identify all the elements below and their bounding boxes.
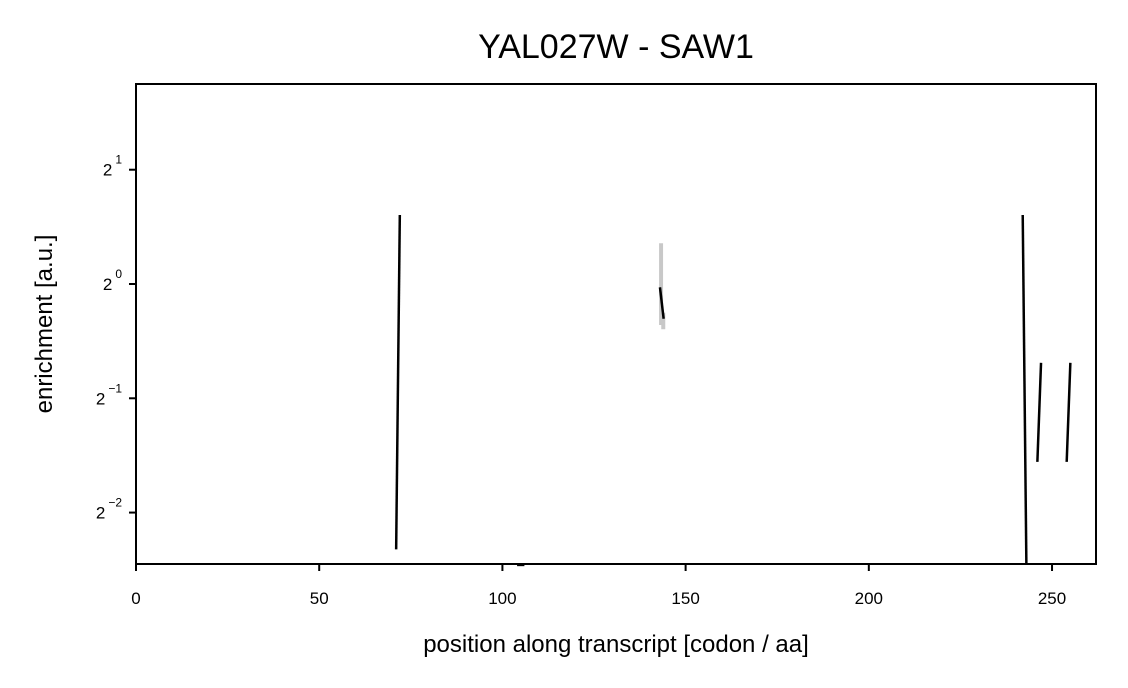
series-segment-0	[394, 214, 402, 550]
y-tick-label: 21	[103, 153, 122, 180]
x-tick-label: 0	[131, 589, 140, 608]
series-segment-4	[1036, 362, 1043, 462]
y-tick-label: 2−2	[96, 496, 122, 523]
plot-area	[135, 83, 1097, 565]
series-segment-2	[658, 287, 665, 319]
x-tick-label: 200	[855, 589, 883, 608]
y-axis-label: enrichment [a.u.]	[31, 235, 58, 414]
series-segment-5	[1065, 362, 1072, 462]
x-tick-label: 250	[1038, 589, 1066, 608]
y-tick-label: 2−1	[96, 381, 122, 408]
y-tick-label: 20	[103, 267, 122, 294]
x-tick-label: 150	[671, 589, 699, 608]
x-axis-ticks: 0 50 100 150 200 250	[131, 564, 1066, 608]
chart-title: YAL027W - SAW1	[478, 28, 754, 66]
data-series-group	[394, 214, 1072, 567]
y-axis-ticks: 21 20 2−1 2−2	[96, 153, 136, 523]
x-tick-label: 50	[310, 589, 329, 608]
x-axis-label: position along transcript [codon / aa]	[423, 631, 809, 658]
x-tick-label: 100	[488, 589, 516, 608]
series-segment-3	[1021, 214, 1028, 565]
